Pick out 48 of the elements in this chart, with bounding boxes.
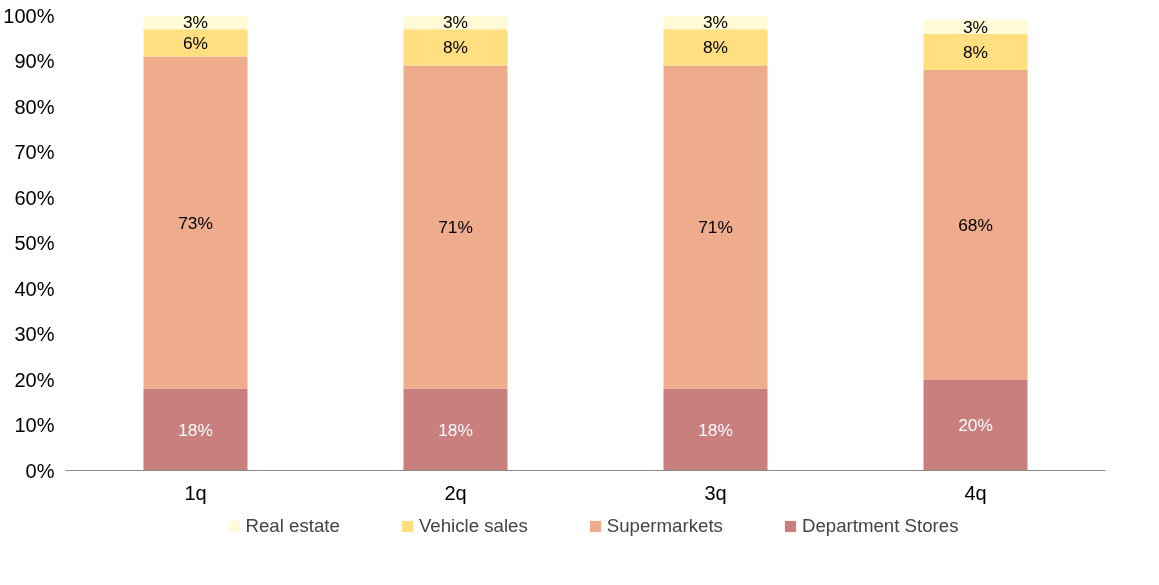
bar	[143, 56, 248, 389]
y-tick-label: 0%	[25, 459, 55, 482]
data-label: 8%	[702, 37, 729, 58]
bar	[403, 388, 508, 471]
y-tick-label: 80%	[14, 95, 55, 118]
x-tick-label: 4q	[964, 481, 987, 504]
data-label: 71%	[698, 217, 733, 238]
bar	[663, 388, 768, 471]
bar	[403, 65, 508, 389]
data-label: 8%	[962, 41, 989, 62]
data-label: 73%	[178, 212, 213, 233]
legend-label: Vehicle sales	[418, 515, 528, 537]
bar	[923, 20, 1028, 34]
bar	[923, 379, 1028, 471]
y-tick-label: 30%	[14, 323, 55, 345]
legend-label: Department Stores	[801, 515, 959, 537]
data-label: 20%	[958, 415, 993, 435]
x-tick-label: 1q	[184, 481, 207, 504]
bar	[923, 33, 1028, 71]
bar	[663, 29, 768, 66]
y-tick-label: 40%	[14, 277, 55, 300]
data-label: 6%	[182, 32, 209, 53]
y-tick-label: 100%	[3, 4, 55, 27]
x-tick-label: 2q	[444, 481, 467, 504]
data-label: 18%	[698, 419, 733, 440]
data-label: 3%	[702, 12, 729, 33]
y-tick-label: 50%	[14, 232, 55, 254]
y-tick-label: 90%	[14, 50, 55, 72]
data-label: 3%	[182, 12, 209, 33]
data-label: 3%	[962, 16, 989, 37]
bar	[923, 70, 1028, 380]
y-tick-label: 10%	[14, 414, 55, 436]
bar	[663, 65, 768, 389]
legend-label: Real estate	[245, 515, 340, 537]
data-label: 68%	[958, 214, 993, 235]
bar	[143, 388, 248, 471]
data-label: 71%	[438, 217, 473, 238]
data-label: 8%	[442, 37, 469, 58]
data-label: 18%	[178, 419, 213, 440]
bar	[403, 29, 508, 66]
x-tick-label: 3q	[704, 481, 727, 504]
bar	[143, 29, 248, 57]
y-tick-label: 60%	[14, 186, 55, 209]
data-label: 3%	[442, 12, 469, 33]
y-tick-label: 70%	[14, 141, 55, 163]
y-tick-label: 20%	[14, 368, 55, 391]
legend-label: Supermarkets	[606, 515, 723, 537]
data-label: 18%	[438, 419, 473, 440]
